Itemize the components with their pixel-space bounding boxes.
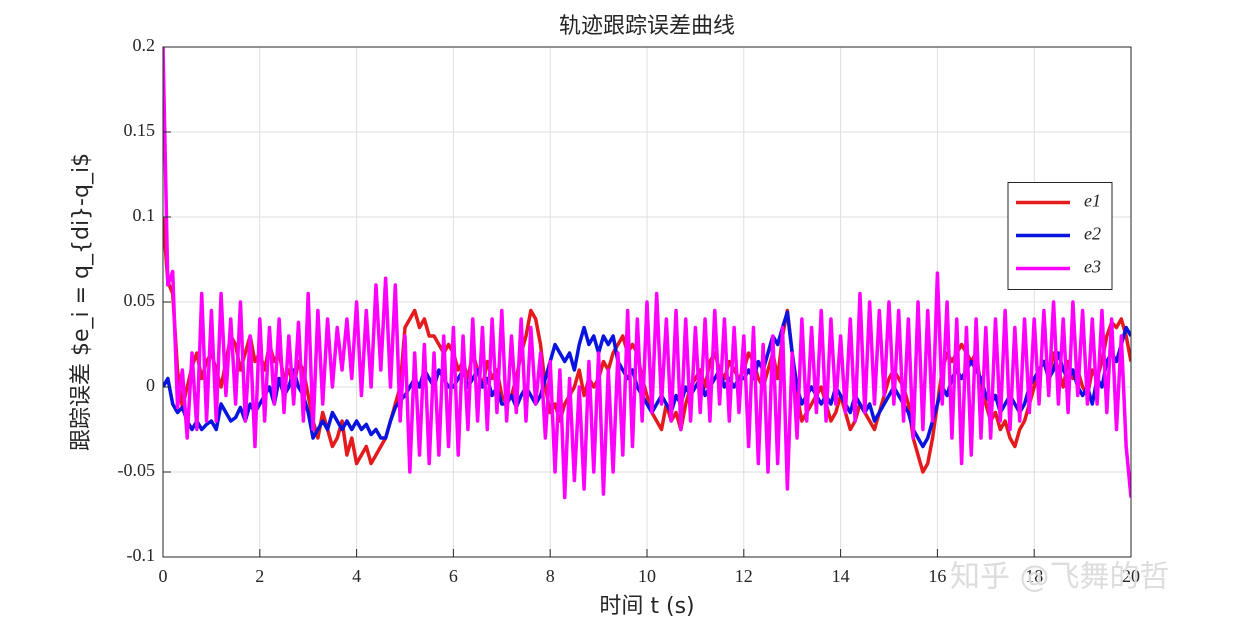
axes-box (162, 46, 1132, 558)
y-tick-label: 0.05 (124, 290, 156, 310)
x-tick-label: 4 (352, 566, 361, 586)
y-tick-label: 0.15 (124, 120, 156, 140)
x-tick-label: 16 (928, 566, 946, 586)
series-line (163, 310, 1131, 449)
legend-label: e3 (1084, 257, 1101, 277)
x-tick-label: 18 (1025, 566, 1043, 586)
y-tick-label: 0 (146, 375, 155, 395)
series-line (163, 47, 1131, 500)
legend: e1 e2 e3 (1007, 182, 1113, 290)
y-tick-label: -0.05 (118, 460, 156, 480)
plot-area (163, 47, 1131, 500)
y-tick-label: 0.1 (133, 205, 156, 225)
x-tick-label: 12 (735, 566, 753, 586)
watermark: 知乎 @飞舞的哲 (950, 560, 1170, 595)
axes: 0 2 4 6 8 10 12 14 16 18 20 -0.1 -0.05 0 0.05 0.1 0.15 0.… (118, 35, 1141, 586)
x-tick-label: 20 (1122, 566, 1140, 586)
series-line (163, 216, 1131, 474)
x-tick-label: 8 (546, 566, 555, 586)
x-axis-label: 时间 t (s) (599, 594, 694, 619)
y-tick-label: 0.2 (133, 35, 156, 55)
x-tick-label: 14 (832, 566, 850, 586)
x-tick-label: 10 (638, 566, 656, 586)
legend-label: e2 (1084, 224, 1101, 244)
x-tick-label: 2 (255, 566, 264, 586)
x-tick-label: 6 (449, 566, 458, 586)
legend-label: e1 (1084, 191, 1101, 211)
y-axis-label: 跟踪误差 $e_i = q_{di}-q_i$ (69, 153, 94, 451)
y-tick-label: -0.1 (127, 545, 156, 565)
chart-title: 轨迹跟踪误差曲线 (559, 14, 735, 39)
x-tick-label: 0 (159, 566, 168, 586)
